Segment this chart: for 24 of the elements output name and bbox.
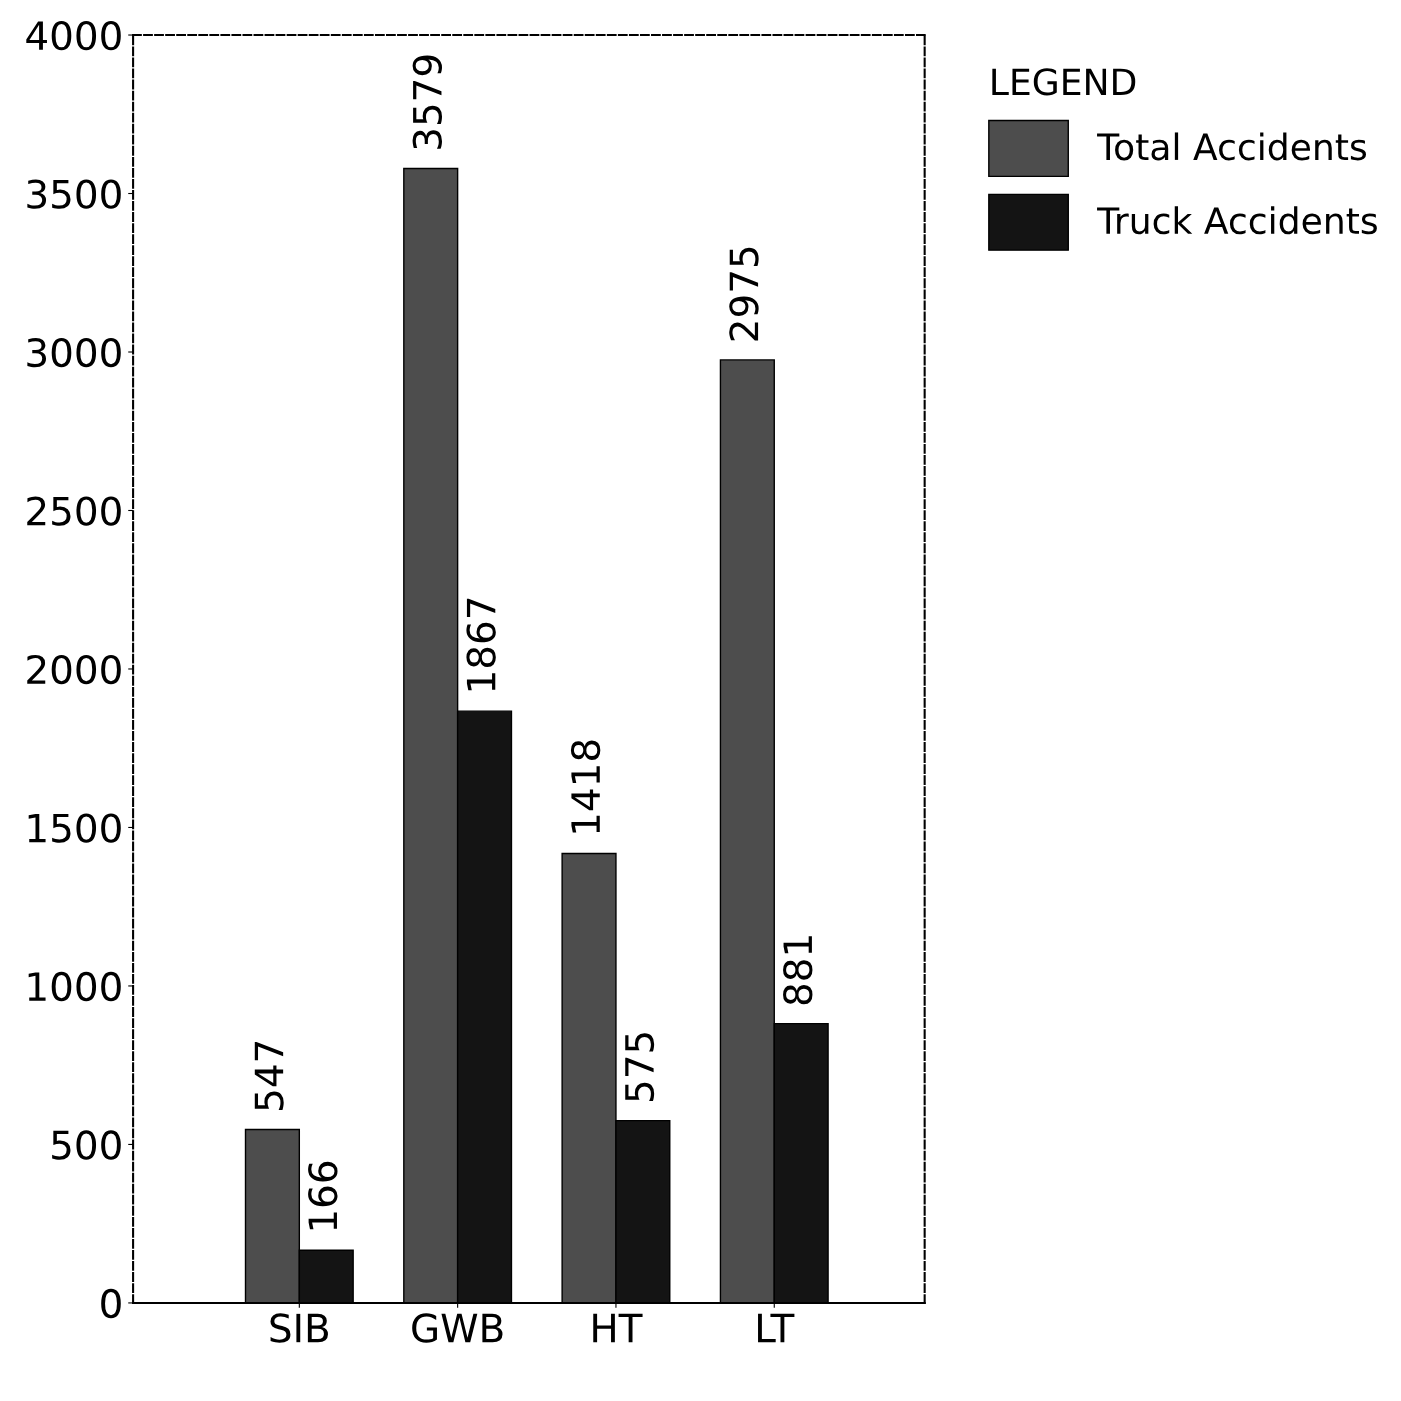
data-label: 2975 [729, 247, 759, 341]
y-tick-label: 0 [101, 1288, 121, 1319]
y-tick-label: 1000 [28, 971, 121, 1002]
y-tick-label: 2500 [27, 496, 121, 526]
y-tick-label: 500 [52, 1130, 121, 1160]
data-label: 575 [625, 1033, 655, 1101]
data-label: 1418 [570, 740, 601, 833]
data-label: 881 [783, 936, 813, 1005]
legend-label: Total Accidents [1097, 132, 1367, 161]
y-tick-label: 1500 [28, 813, 121, 843]
data-label: 3579 [412, 55, 443, 149]
y-tick-label: 2000 [27, 654, 121, 685]
x-tick-label: GWB [412, 1313, 503, 1343]
x-tick-label: HT [593, 1313, 643, 1343]
legend-label: Truck Accidents [1097, 206, 1377, 235]
data-label: 166 [308, 1161, 338, 1230]
y-tick-label: 3500 [27, 179, 121, 209]
x-tick-label: LT [758, 1313, 795, 1343]
x-tick-label: SIB [270, 1313, 328, 1343]
legend-title: LEGEND [992, 68, 1136, 96]
data-label: 1867 [466, 598, 496, 691]
y-tick-label: 4000 [26, 20, 121, 51]
y-tick-label: 3000 [27, 337, 121, 368]
data-label: 547 [254, 1041, 284, 1110]
